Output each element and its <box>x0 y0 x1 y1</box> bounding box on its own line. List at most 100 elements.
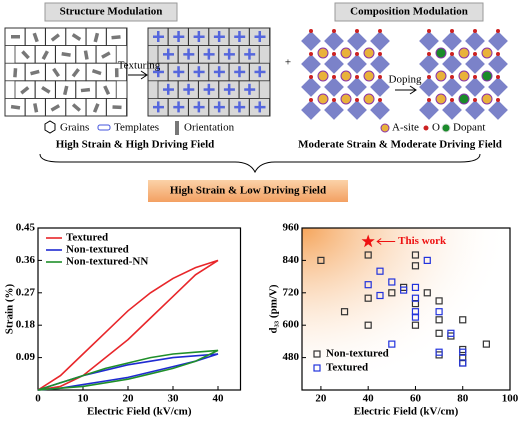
orientation <box>20 86 30 95</box>
o-site <box>355 75 359 79</box>
orientation <box>71 103 81 112</box>
plot-frame <box>301 227 511 391</box>
o-site <box>332 29 336 33</box>
y-tick-label: 960 <box>283 222 300 234</box>
combined-result: High Strain & Low Driving Field <box>170 185 326 197</box>
arrow <box>128 70 148 80</box>
y-axis-label: d₃₃ (pm/V) <box>268 284 280 333</box>
point <box>411 321 420 329</box>
o-site <box>473 52 477 56</box>
a-site <box>317 70 329 82</box>
o-site <box>450 98 454 102</box>
octahedron <box>442 31 462 51</box>
result-box <box>148 180 348 202</box>
result-text: Moderate Strain & Moderate Driving Field <box>298 139 502 151</box>
template <box>193 35 205 38</box>
legend-text: A-site <box>392 122 419 134</box>
x-axis-label: Electric Field (kV/cm) <box>87 406 192 418</box>
x-tick-label: 30 <box>168 393 180 405</box>
legend-text: Textured <box>66 232 108 244</box>
point <box>423 289 431 297</box>
x-tick-label: 20 <box>123 393 135 405</box>
template <box>153 35 164 38</box>
template <box>254 35 266 38</box>
a-site <box>363 93 375 105</box>
template <box>183 53 195 56</box>
line <box>37 259 219 391</box>
template <box>173 105 185 109</box>
a-site <box>435 47 447 59</box>
point <box>340 308 349 316</box>
point <box>388 340 396 348</box>
legend-swatch <box>313 350 321 358</box>
octahedron <box>488 100 508 120</box>
point <box>459 359 467 367</box>
x-tick-label: 40 <box>363 393 375 405</box>
template <box>213 70 225 74</box>
octahedron <box>301 100 321 120</box>
orientation <box>11 35 20 39</box>
octahedron <box>488 54 508 74</box>
template <box>163 88 174 91</box>
line <box>37 353 219 391</box>
point <box>411 300 420 308</box>
o-site <box>355 52 359 56</box>
o-site <box>309 29 313 33</box>
orientation <box>111 35 121 40</box>
x-tick-label: 40 <box>213 393 225 405</box>
point <box>411 283 420 291</box>
orientation <box>33 103 39 113</box>
y-tick-label: 0.27 <box>16 286 36 298</box>
a-site <box>317 93 329 105</box>
point <box>411 313 420 321</box>
legend-swatch <box>313 364 321 372</box>
orientation <box>114 68 119 78</box>
brace <box>39 153 481 174</box>
orientation <box>61 51 71 57</box>
o-site <box>496 52 500 56</box>
o-site <box>378 98 382 102</box>
octahedron <box>301 54 321 74</box>
grain <box>249 98 270 117</box>
annotation: This work <box>398 235 447 247</box>
point <box>423 256 431 264</box>
o-site <box>450 52 454 56</box>
a-site <box>340 47 352 59</box>
octahedron <box>465 100 485 120</box>
orientation <box>83 50 89 60</box>
a-site <box>458 93 470 105</box>
a-site <box>317 47 329 59</box>
template <box>254 105 266 109</box>
template <box>173 70 185 74</box>
o-site <box>450 29 454 33</box>
o-site <box>309 98 313 102</box>
o-site <box>378 29 382 33</box>
x-tick-label: 80 <box>457 393 469 405</box>
o-site <box>378 52 382 56</box>
octahedron <box>419 100 439 120</box>
template <box>234 35 246 38</box>
a-site <box>340 70 352 82</box>
a-site <box>481 47 493 59</box>
template <box>213 35 225 38</box>
point <box>435 348 443 356</box>
y-tick-label: 720 <box>283 286 300 298</box>
annotation-arrow <box>376 238 396 245</box>
legend-text: Non-textured <box>326 348 389 360</box>
octahedron <box>324 31 344 51</box>
x-tick-label: 100 <box>502 393 519 405</box>
point <box>411 262 420 270</box>
legend-text: Non-textured <box>66 244 129 256</box>
y-tick-label: 0.09 <box>16 351 36 363</box>
orientation <box>93 32 100 43</box>
o-site <box>473 29 477 33</box>
plus: + <box>285 57 291 69</box>
legend-icon <box>423 125 429 131</box>
orientation <box>71 68 80 78</box>
octahedron <box>465 31 485 51</box>
composition-title: Composition Modulation <box>350 6 468 18</box>
a-site <box>458 47 470 59</box>
octahedron <box>347 100 367 120</box>
legend-text: Non-textured-NN <box>66 256 148 268</box>
octahedron <box>419 31 439 51</box>
